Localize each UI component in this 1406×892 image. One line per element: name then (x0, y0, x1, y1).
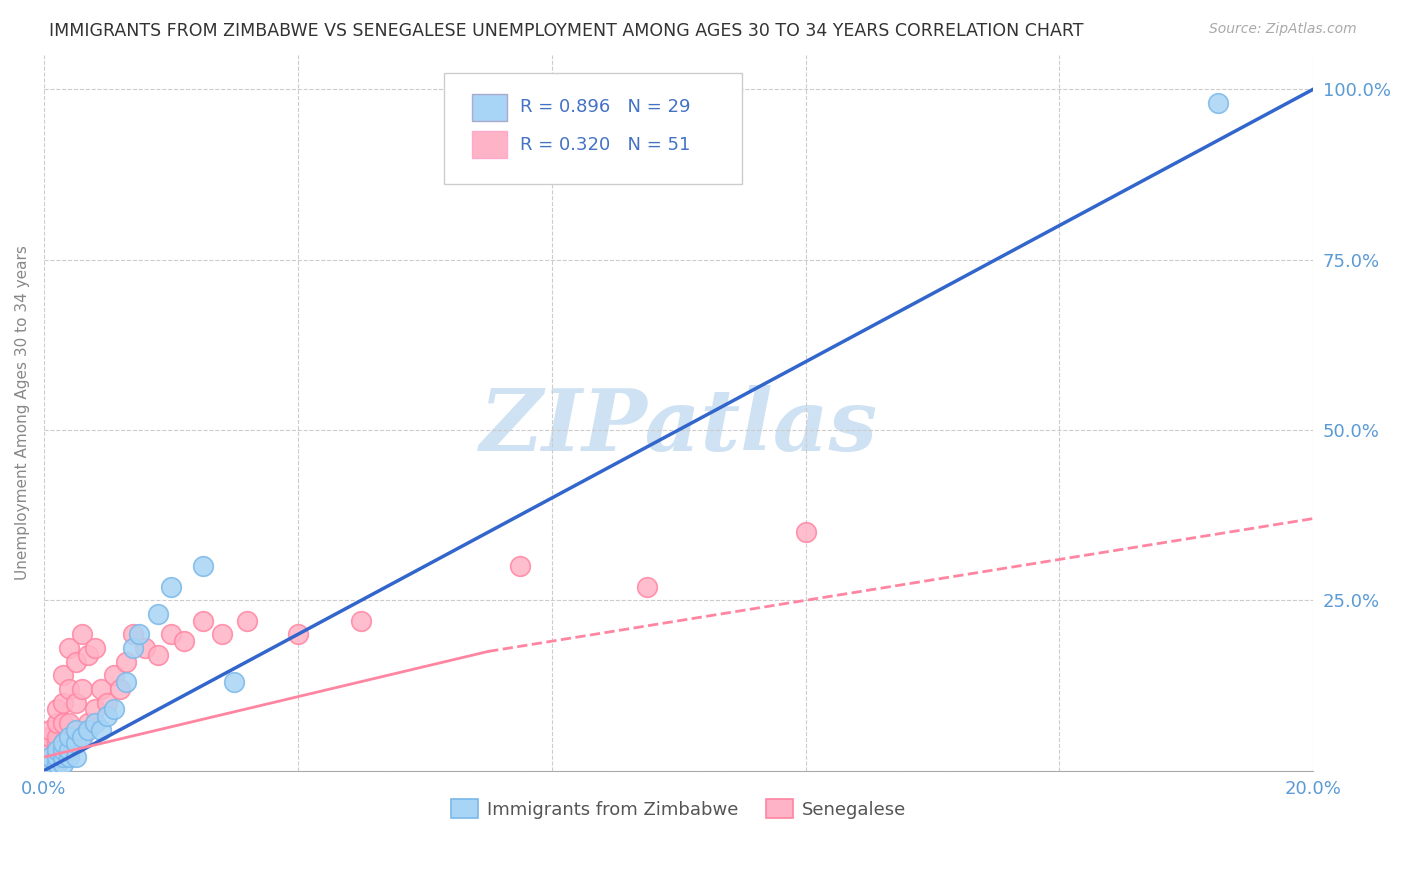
Point (96, 709, 118, 723)
Point (52, 750, 75, 764)
FancyBboxPatch shape (444, 73, 742, 184)
Point (65, 696, 87, 710)
Point (77, 648, 100, 662)
Point (128, 627, 150, 641)
Point (77, 723, 100, 737)
Text: R = 0.320   N = 51: R = 0.320 N = 51 (520, 136, 690, 153)
Legend: Immigrants from Zimbabwe, Senegalese: Immigrants from Zimbabwe, Senegalese (444, 792, 914, 826)
Point (45, 750, 67, 764)
Point (52, 668, 75, 682)
Point (45, 750, 67, 764)
Point (115, 655, 138, 669)
Point (224, 675, 246, 690)
Point (287, 627, 309, 641)
Point (159, 580, 181, 594)
Point (65, 655, 87, 669)
Point (52, 750, 75, 764)
Point (39, 750, 62, 764)
Text: ZIPatlas: ZIPatlas (479, 385, 877, 469)
Point (45, 716, 67, 731)
Point (52, 736, 75, 750)
Point (103, 668, 125, 682)
Point (83, 640, 105, 655)
Point (159, 627, 181, 641)
Point (58, 640, 80, 655)
Point (58, 743, 80, 757)
Point (134, 640, 156, 655)
Point (90, 723, 112, 737)
Point (173, 634, 195, 648)
Point (83, 702, 105, 716)
Point (77, 716, 100, 731)
Point (39, 736, 62, 750)
Point (58, 681, 80, 696)
Point (191, 559, 214, 574)
Point (39, 723, 62, 737)
Point (96, 696, 118, 710)
Point (146, 648, 169, 662)
Point (115, 675, 138, 690)
Point (58, 716, 80, 731)
Point (636, 580, 658, 594)
Point (70, 730, 93, 744)
Point (191, 614, 214, 628)
Point (794, 525, 817, 540)
Point (83, 716, 105, 731)
Point (70, 730, 93, 744)
Point (65, 736, 87, 750)
Point (65, 723, 87, 737)
Point (70, 627, 93, 641)
Point (65, 750, 87, 764)
Point (45, 702, 67, 716)
Point (103, 702, 125, 716)
Point (70, 681, 93, 696)
Point (45, 756, 67, 771)
Point (108, 681, 131, 696)
Point (350, 614, 373, 628)
Point (45, 756, 67, 771)
Point (1206, 95, 1229, 110)
Point (52, 736, 75, 750)
Point (52, 756, 75, 771)
Point (121, 627, 143, 641)
Point (58, 730, 80, 744)
FancyBboxPatch shape (471, 94, 508, 121)
Point (45, 743, 67, 757)
Point (39, 756, 62, 771)
Point (90, 681, 112, 696)
Point (52, 743, 75, 757)
Point (65, 736, 87, 750)
Point (58, 750, 80, 764)
Point (39, 756, 62, 771)
Point (39, 750, 62, 764)
Point (58, 743, 80, 757)
Point (45, 736, 67, 750)
Point (236, 614, 259, 628)
Point (45, 730, 67, 744)
Point (146, 607, 169, 621)
Text: R = 0.896   N = 29: R = 0.896 N = 29 (520, 98, 690, 116)
Point (45, 743, 67, 757)
Y-axis label: Unemployment Among Ages 30 to 34 years: Unemployment Among Ages 30 to 34 years (15, 245, 30, 581)
Point (52, 696, 75, 710)
Point (52, 716, 75, 731)
Point (39, 730, 62, 744)
Point (121, 640, 143, 655)
Point (211, 627, 233, 641)
Point (39, 743, 62, 757)
Text: Source: ZipAtlas.com: Source: ZipAtlas.com (1209, 22, 1357, 37)
Point (509, 559, 531, 574)
Text: IMMIGRANTS FROM ZIMBABWE VS SENEGALESE UNEMPLOYMENT AMONG AGES 30 TO 34 YEARS CO: IMMIGRANTS FROM ZIMBABWE VS SENEGALESE U… (49, 22, 1084, 40)
FancyBboxPatch shape (471, 131, 508, 158)
Point (39, 750, 62, 764)
